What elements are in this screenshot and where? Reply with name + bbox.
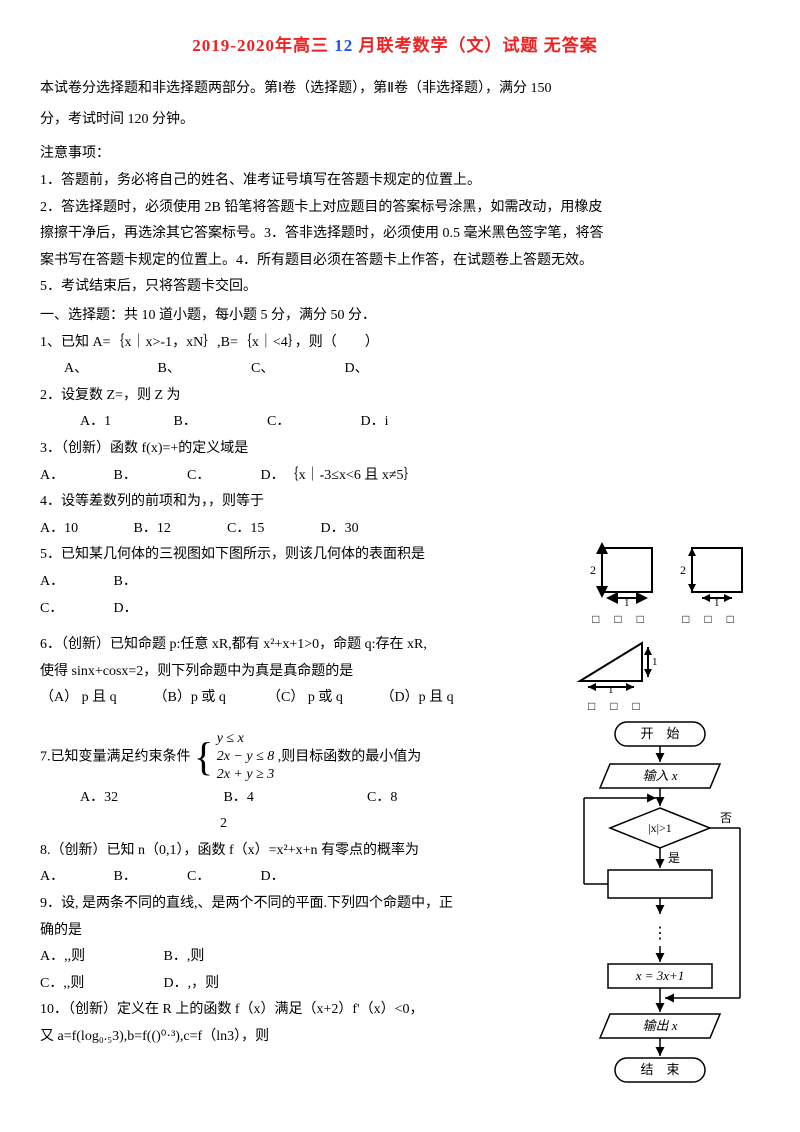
intro-line1: 本试卷分选择题和非选择题两部分。第Ⅰ卷（选择题），第Ⅱ卷（非选择题），满分 15… xyxy=(40,76,750,103)
notice-1: 1．答题前，务必将自己的姓名、准考证号填写在答题卡规定的位置上。 xyxy=(40,168,750,195)
q5-c: C． xyxy=(40,596,110,623)
q4-b: B．12 xyxy=(134,516,224,543)
q9-b: B．,则 xyxy=(164,944,254,971)
q8-c: C． xyxy=(187,864,257,891)
q8-a: A． xyxy=(40,864,110,891)
q2: 2．设复数 Z=，则 Z 为 xyxy=(40,383,750,410)
title-p3: 12 xyxy=(329,36,359,55)
notice-4: 案书写在答题卡规定的位置上。4．所有题目必须在答题卡上作答，在试题卷上答题无效。 xyxy=(40,248,750,275)
q9-a: A．,,则 xyxy=(40,944,160,971)
fig-side-label: □ □ □ xyxy=(672,608,750,631)
q7-b: B．4 xyxy=(224,785,364,812)
q6-d: （D）p 且 q xyxy=(381,685,491,712)
q3-b: B． xyxy=(114,463,184,490)
q6-b: （B）p 或 q xyxy=(154,685,264,712)
q8-d: D． xyxy=(261,864,331,891)
q7-p3: 2x + y ≥ 3 xyxy=(217,767,275,782)
svg-text:是: 是 xyxy=(668,851,680,865)
q7-a: A．32 xyxy=(80,785,220,812)
q3-a: A． xyxy=(40,463,110,490)
svg-text:否: 否 xyxy=(720,811,732,825)
notice-3: 擦擦干净后，再选涂其它答案标号。3．答非选择题时，必须使用 0.5 毫米黑色签字… xyxy=(40,221,750,248)
q3-options: A． B． C． D． ｛x｜-3≤x<6 且 x≠5｝ xyxy=(40,463,750,490)
q4-d: D．30 xyxy=(321,516,411,543)
title-p4: 月联考数学（文）试题 无答案 xyxy=(358,36,597,55)
q7-c: C．8 xyxy=(367,785,507,812)
q1-c: C、 xyxy=(251,356,341,383)
fig-front-label: □ □ □ xyxy=(582,608,660,631)
notice-2: 2．答选择题时，必须使用 2B 铅笔将答题卡上对应题目的答案标号涂黑，如需改动，… xyxy=(40,195,750,222)
q9-d: D．,，则 xyxy=(164,971,254,998)
q4: 4．设等差数列的前项和为，，则等于 xyxy=(40,489,750,516)
fig-top-label: □ □ □ xyxy=(568,695,658,718)
svg-text:2: 2 xyxy=(590,563,596,577)
q4-a: A．10 xyxy=(40,516,130,543)
q9-c: C．,,则 xyxy=(40,971,160,998)
svg-text:1: 1 xyxy=(624,597,630,606)
q6-c: （C） p 或 q xyxy=(267,685,377,712)
q2-c: C． xyxy=(267,409,357,436)
svg-text:输出 x: 输出 x xyxy=(642,1018,677,1033)
page-title: 2019-2020年高三 12 月联考数学（文）试题 无答案 xyxy=(40,30,750,62)
svg-text:1: 1 xyxy=(714,597,720,606)
q6-a: （A） p 且 q xyxy=(40,685,150,712)
q3-d: D． ｛x｜-3≤x<6 且 x≠5｝ xyxy=(261,463,481,490)
section-1-heading: 一、选择题：共 10 道小题，每小题 5 分，满分 50 分． xyxy=(40,303,750,330)
svg-text:2: 2 xyxy=(680,563,686,577)
q7-piecewise: { y ≤ x 2x − y ≤ 8 2x + y ≥ 3 xyxy=(194,730,274,785)
svg-text:1: 1 xyxy=(608,684,614,693)
svg-text:输入 x: 输入 x xyxy=(642,768,677,783)
q1-d: D、 xyxy=(345,356,435,383)
three-view-figures: 2 1 □ □ □ 2 1 □ □ □ xyxy=(560,542,750,718)
q2-d: D．i xyxy=(361,409,451,436)
q1-b: B、 xyxy=(158,356,248,383)
fig-front: 2 1 □ □ □ xyxy=(582,542,660,631)
q1-a: A、 xyxy=(64,356,154,383)
svg-text:x = 3x+1: x = 3x+1 xyxy=(635,968,685,983)
q7-p2: 2x − y ≤ 8 xyxy=(217,749,275,764)
fig-side: 2 1 □ □ □ xyxy=(672,542,750,631)
q7-p1: y ≤ x xyxy=(217,731,244,746)
flowchart: 开 始 输入 x |x|>1 否 是 ⋮ x = 3x+1 输出 x xyxy=(570,718,750,1098)
q7-text-a: 7.已知变量满足约束条件 xyxy=(40,749,191,764)
svg-text:1: 1 xyxy=(652,656,658,668)
q5-b: B． xyxy=(114,569,184,596)
q8-b: B． xyxy=(114,864,184,891)
title-p1: 2019-2020 xyxy=(192,36,275,55)
q3: 3．（创新）函数 f(x)=+的定义域是 xyxy=(40,436,750,463)
q4-c: C．15 xyxy=(227,516,317,543)
svg-text:⋮: ⋮ xyxy=(652,925,668,942)
fig-top: 1 1 □ □ □ xyxy=(568,637,658,718)
intro-line2: 分，考试时间 120 分钟。 xyxy=(40,107,750,134)
q2-options: A．1 B． C． D．i xyxy=(40,409,750,436)
svg-text:结 束: 结 束 xyxy=(640,1062,679,1077)
q1: 1、已知 A=｛x｜x>-1，xN｝,B=｛x｜<4｝，则（ ） xyxy=(40,330,750,357)
notice-5: 5．考试结束后，只将答题卡交回。 xyxy=(40,274,750,301)
q3-c: C． xyxy=(187,463,257,490)
notice-heading: 注意事项： xyxy=(40,141,750,168)
q7-text-b: ,则目标函数的最小值为 xyxy=(278,749,422,764)
q2-a: A．1 xyxy=(80,409,170,436)
svg-text:|x|>1: |x|>1 xyxy=(648,821,672,835)
svg-text:开 始: 开 始 xyxy=(640,726,679,741)
title-p2: 年高三 xyxy=(275,36,329,55)
q1-options: A、 B、 C、 D、 xyxy=(40,356,750,383)
q5-a: A． xyxy=(40,569,110,596)
q4-options: A．10 B．12 C．15 D．30 xyxy=(40,516,750,543)
q2-b: B． xyxy=(174,409,264,436)
q5-d: D． xyxy=(114,596,184,623)
